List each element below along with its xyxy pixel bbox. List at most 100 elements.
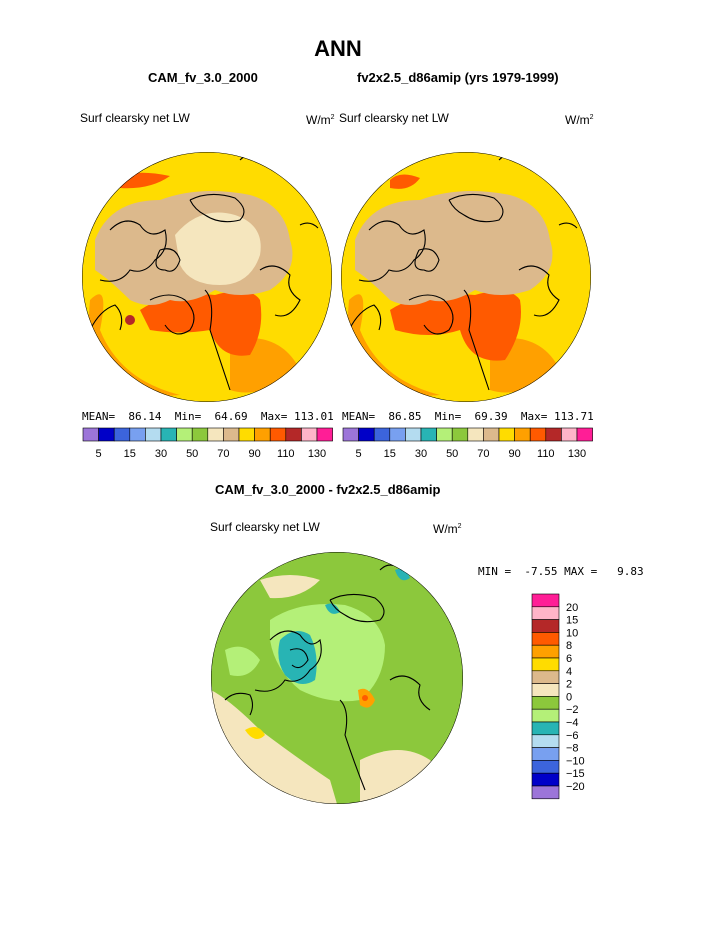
diff-near-zero-southeast bbox=[360, 750, 463, 804]
diff-colorbar-swatch bbox=[531, 785, 560, 800]
diff-colorbar-label: 2 bbox=[566, 679, 572, 691]
panel2-hot-patch-north bbox=[390, 174, 420, 189]
diff-variable-label: Surf clearsky net LW bbox=[210, 520, 320, 534]
panel2-colorbar-swatch bbox=[389, 427, 406, 442]
panel1-arctic-center bbox=[175, 212, 261, 285]
panel2-colorbar-label: 5 bbox=[356, 448, 362, 460]
panel1-colorbar-swatch bbox=[207, 427, 224, 442]
panel2-colorbar-label: 70 bbox=[477, 448, 489, 460]
panel2-colorbar-swatch bbox=[342, 427, 359, 442]
panel1-colorbar-swatch bbox=[269, 427, 287, 442]
panel1-colorbar-swatch bbox=[254, 427, 271, 442]
panel1-max-spot bbox=[125, 315, 135, 325]
panel2-min: 69.39 bbox=[474, 410, 508, 423]
diff-colorbar-label: 8 bbox=[566, 640, 572, 652]
panel1-colorbar-swatch bbox=[176, 427, 193, 442]
panel1-colorbar-swatch bbox=[223, 427, 240, 442]
diff-colorbar-swatch bbox=[531, 606, 560, 620]
panel1-min: 64.69 bbox=[214, 410, 248, 423]
diff-case-title: CAM_fv_3.0_2000 - fv2x2.5_d86amip bbox=[215, 482, 441, 497]
panel2-colorbar-swatch bbox=[373, 427, 391, 442]
diff-colorbar-label: −4 bbox=[566, 717, 579, 729]
diff-negative-north bbox=[325, 603, 340, 614]
panel1-colorbar-swatch bbox=[82, 427, 99, 442]
panel2-high-latitude-land bbox=[355, 191, 553, 305]
panel2-colorbar-swatch bbox=[561, 427, 578, 442]
panel1-colorbar-label: 110 bbox=[277, 448, 295, 460]
panel2-colorbar-swatch bbox=[420, 427, 437, 442]
panel2-north-atlantic bbox=[390, 291, 521, 361]
panel2-colorbar-label: 30 bbox=[415, 448, 427, 460]
panel2-mean: 86.85 bbox=[388, 410, 422, 423]
panel1-units: W/m2 bbox=[306, 113, 335, 127]
panel1-colorbar-swatch bbox=[160, 427, 177, 442]
diff-colorbar-label: −2 bbox=[566, 704, 579, 716]
diff-colorbar-swatch bbox=[531, 657, 560, 672]
panel2-colorbar-swatch bbox=[545, 427, 562, 442]
diff-colorbar-swatch bbox=[531, 683, 560, 697]
panel2-stats: MEAN= 86.85 Min= 69.39 Max= 113.71 bbox=[342, 410, 594, 423]
diff-colorbar-swatch bbox=[531, 747, 560, 761]
panel1-stats: MEAN= 86.14 Min= 64.69 Max= 113.01 bbox=[82, 410, 334, 423]
diff-colorbar-swatch bbox=[531, 734, 560, 748]
panel2-colorbar-swatch bbox=[405, 427, 422, 442]
panel2-colorbar: 5 15 30 50 70 90 110 130 bbox=[342, 427, 593, 460]
diff-negative-canada bbox=[278, 631, 317, 684]
panel1-max-label: Max= bbox=[260, 410, 288, 423]
panel1-colorbar-swatch bbox=[301, 427, 318, 442]
panel2-colorbar-label: 50 bbox=[446, 448, 458, 460]
panel2-colorbar-swatch bbox=[498, 427, 515, 442]
panel1-colorbar-swatch bbox=[316, 427, 333, 442]
diff-colorbar-swatch bbox=[531, 772, 560, 787]
diff-colorbar-label: 0 bbox=[566, 691, 572, 703]
diff-colorbar-swatch bbox=[531, 760, 560, 774]
diff-map bbox=[211, 552, 463, 804]
panel2-colorbar-label: 15 bbox=[384, 448, 396, 460]
panel1-mean: 86.14 bbox=[128, 410, 162, 423]
panel1-colorbar-swatch bbox=[113, 427, 131, 442]
diff-colorbar-label: 10 bbox=[566, 627, 578, 639]
diff-colorbar-label: 20 bbox=[566, 602, 578, 614]
diff-colorbar-swatch bbox=[531, 696, 560, 710]
panel2-colorbar-swatch bbox=[467, 427, 484, 442]
panel1-colorbar-label: 130 bbox=[308, 448, 326, 460]
panel1-colorbar: 5 15 30 50 70 90 110 130 bbox=[82, 427, 333, 460]
panel1-colorbar-label: 90 bbox=[248, 448, 260, 460]
diff-light-green-west bbox=[225, 646, 260, 676]
panel2-max: 113.71 bbox=[554, 410, 594, 423]
panel2-colorbar-label: 90 bbox=[508, 448, 520, 460]
panel1-colorbar-label: 50 bbox=[186, 448, 198, 460]
diff-positive-west bbox=[245, 726, 265, 739]
diff-colorbar-swatch bbox=[531, 721, 560, 736]
panel2-colorbar-swatch bbox=[576, 427, 593, 442]
diff-min: -7.55 bbox=[524, 565, 558, 578]
panel2-colorbar-swatch bbox=[358, 427, 375, 442]
diff-colorbar-swatch bbox=[531, 593, 560, 608]
panel2-colorbar-swatch bbox=[529, 427, 547, 442]
diff-colorbar-swatch bbox=[531, 644, 560, 659]
diff-stats: MIN = -7.55 MAX = 9.83 bbox=[478, 565, 644, 578]
diff-coastlines bbox=[224, 564, 431, 791]
panel1-variable-label: Surf clearsky net LW bbox=[80, 111, 190, 125]
diff-colorbar-label: 6 bbox=[566, 653, 572, 665]
panel1-colorbar-label: 15 bbox=[124, 448, 136, 460]
panel2-max-label: Max= bbox=[520, 410, 548, 423]
panel2-colorbar-label: 110 bbox=[537, 448, 555, 460]
panel1-colorbar-swatch bbox=[191, 427, 209, 442]
diff-colorbar-label: −15 bbox=[566, 768, 585, 780]
panel1-colorbar-label: 70 bbox=[217, 448, 229, 460]
diff-colorbar-swatch bbox=[531, 632, 560, 646]
panel1-colorbar-swatch bbox=[145, 427, 162, 442]
panel1-colorbar-swatch bbox=[285, 427, 302, 442]
panel1-colorbar-swatch bbox=[238, 427, 255, 442]
diff-colorbar-swatch bbox=[531, 708, 560, 723]
panel1-colorbar-label: 30 bbox=[155, 448, 167, 460]
panel1-case-title: CAM_fv_3.0_2000 bbox=[148, 70, 258, 85]
diff-max: 9.83 bbox=[617, 565, 644, 578]
panel2-min-label: Min= bbox=[434, 410, 462, 423]
panel2-case-title: fv2x2.5_d86amip (yrs 1979-1999) bbox=[357, 70, 559, 85]
panel1-colorbar-swatch bbox=[98, 427, 115, 442]
panel1-colorbar-swatch bbox=[129, 427, 146, 442]
panel2-colorbar-swatch bbox=[451, 427, 469, 442]
